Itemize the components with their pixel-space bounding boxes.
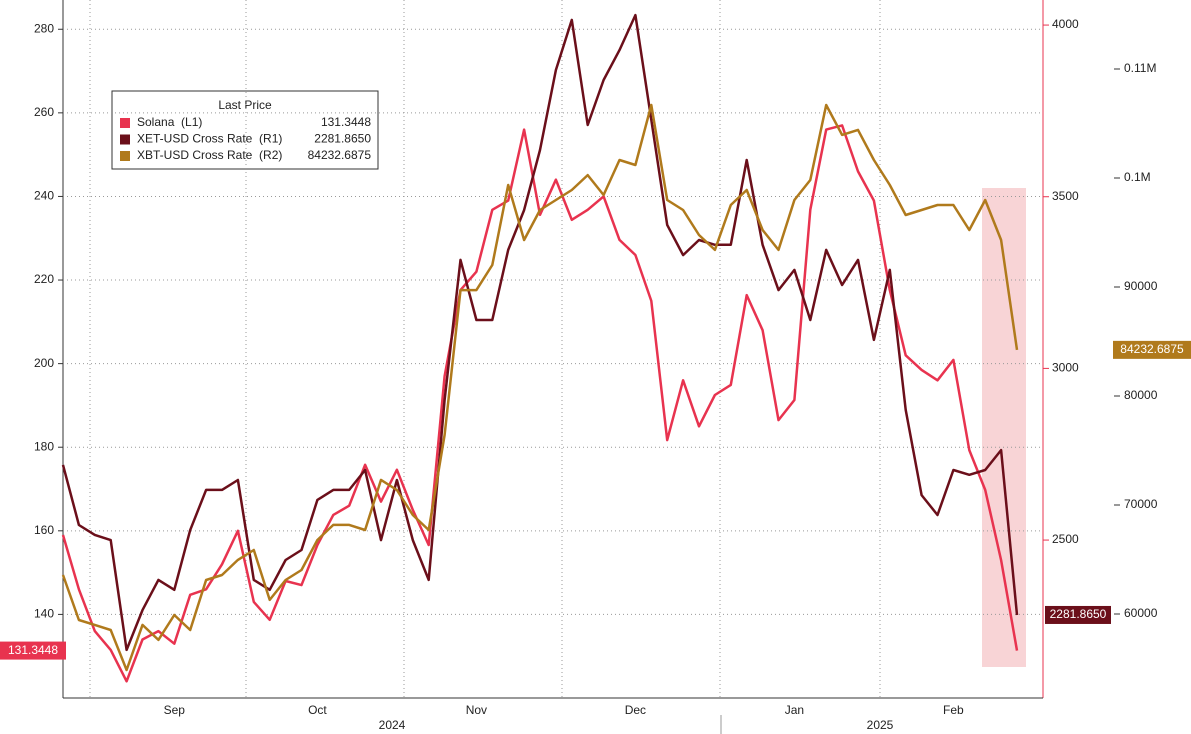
y-tick-label: 240 (34, 189, 54, 203)
legend-value: 131.3448 (321, 115, 371, 129)
legend-label: Solana (L1) (137, 115, 202, 129)
legend-swatch (120, 118, 130, 128)
y-tick-label: 180 (34, 439, 54, 453)
legend-title: Last Price (218, 98, 272, 112)
legend-value: 2281.8650 (314, 132, 371, 146)
y2-tick-label: 4000 (1052, 17, 1079, 31)
last-value-label: 2281.8650 (1050, 607, 1107, 621)
last-value-tag (1113, 340, 1191, 359)
legend-label: XET-USD Cross Rate (R1) (137, 132, 282, 146)
y2-tick-label: 3500 (1052, 189, 1079, 203)
series-line (61, 103, 1019, 672)
legend-label: XBT-USD Cross Rate (R2) (137, 148, 282, 162)
y3-tick-label: 90000 (1124, 279, 1158, 293)
last-value-tag (1045, 605, 1111, 624)
y3-tick-label: 60000 (1124, 606, 1158, 620)
legend-box (111, 90, 379, 170)
year-label: 2025 (867, 718, 894, 732)
y-tick-label: 200 (34, 356, 54, 370)
x-tick-label: Feb (943, 703, 964, 717)
y2-tick-label: 3000 (1052, 361, 1079, 375)
x-tick-label: Sep (164, 703, 186, 717)
x-tick-label: Dec (625, 703, 646, 717)
last-value-label: 131.3448 (8, 643, 58, 657)
y-tick-label: 280 (34, 21, 54, 35)
legend-swatch (120, 134, 130, 145)
series-line (61, 124, 1019, 683)
legend-value: 84232.6875 (308, 148, 372, 162)
series-line (61, 13, 1019, 652)
x-tick-label: Oct (308, 703, 327, 717)
y-tick-label: 160 (34, 523, 54, 537)
y3-tick-label: 0.1M (1124, 170, 1151, 184)
y-tick-label: 140 (34, 607, 54, 621)
legend-swatch (120, 151, 130, 161)
last-value-tag (0, 641, 66, 660)
y3-tick-label: 70000 (1124, 497, 1158, 511)
y-tick-label: 220 (34, 272, 54, 286)
legend: Last Price Solana (L1) 131.3448 XET-USD Cr… (111, 90, 379, 170)
y3-tick-label: 0.11M (1124, 61, 1156, 75)
y3-tick-label: 80000 (1124, 388, 1158, 402)
last-value-label: 84232.6875 (1120, 342, 1184, 356)
x-tick-label: Nov (466, 703, 487, 717)
y2-tick-label: 2500 (1052, 532, 1079, 546)
y-tick-label: 260 (34, 105, 54, 119)
x-tick-label: Jan (785, 703, 804, 717)
year-label: 2024 (379, 718, 406, 732)
